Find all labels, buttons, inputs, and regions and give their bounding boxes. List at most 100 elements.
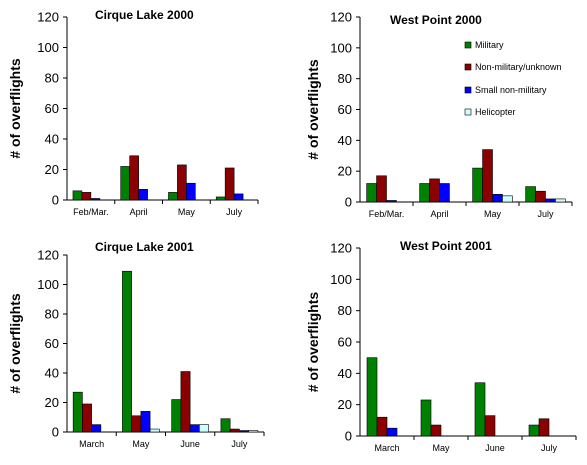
bar-small-non-military-march — [386, 427, 398, 437]
bar-military-may — [420, 399, 432, 437]
bar-non-military-unknown-feb-mar- — [81, 192, 92, 201]
x-tick-label: July — [231, 439, 248, 449]
bar-non-military-unknown-may — [482, 149, 493, 203]
y-tick-label: 40 — [45, 366, 59, 381]
bar-small-non-military-feb-mar- — [386, 200, 397, 203]
chart-panel-2: West Point 2000 # of overflights 0 20 40 60 80… — [305, 10, 573, 219]
bar-military-june — [171, 399, 182, 433]
bar-small-non-military-june — [189, 424, 200, 433]
bar-helicopter-july — [555, 198, 566, 203]
y-tick-label: 80 — [45, 307, 59, 322]
y-axis-label: # of overflights — [7, 58, 23, 159]
bar-non-military-unknown-june — [484, 415, 496, 437]
bar-small-non-military-feb-mar- — [90, 198, 101, 201]
y-tick-label: 0 — [345, 429, 352, 444]
bar-non-military-unknown-july — [538, 418, 550, 437]
bar-non-military-unknown-july — [535, 190, 546, 203]
x-tick-label: May — [484, 209, 502, 219]
y-tick-label: 100 — [37, 277, 59, 292]
y-tick-label: 80 — [45, 71, 59, 86]
bar-helicopter-may — [502, 195, 513, 203]
x-tick-label: May — [178, 207, 196, 217]
bar-military-feb-mar- — [366, 183, 377, 203]
x-tick-label: May — [132, 439, 150, 449]
y-tick-label: 20 — [45, 162, 59, 177]
bar-military-april — [120, 166, 130, 201]
bar-military-march — [366, 357, 378, 437]
bar-small-non-military-may — [492, 193, 503, 203]
y-tick-label: 60 — [45, 336, 59, 351]
bar-helicopter-july — [248, 430, 259, 433]
y-tick-label: 100 — [330, 272, 352, 287]
chart-title: Cirque Lake 2000 — [95, 8, 194, 22]
legend: Military Non-military/unknown Small non-mi… — [464, 40, 562, 117]
y-tick-label: 120 — [330, 241, 352, 256]
y-tick-label: 60 — [45, 101, 59, 116]
chart-panel-4: West Point 2001 # of overflights 0 20 40 60 80… — [305, 239, 577, 453]
x-tick-label: April — [130, 207, 148, 217]
x-tick-label: Feb/Mar. — [369, 209, 405, 219]
bar-military-july — [528, 424, 540, 437]
y-tick-label: 40 — [338, 366, 352, 381]
y-tick-label: 0 — [52, 193, 59, 208]
x-tick-label: June — [485, 443, 505, 453]
x-tick-label: Feb/Mar. — [73, 207, 109, 217]
y-tick-label: 60 — [338, 335, 352, 350]
bar-military-march — [72, 391, 83, 433]
y-tick-label: 40 — [338, 133, 352, 148]
y-tick-label: 100 — [37, 40, 59, 55]
chart-title: West Point 2000 — [390, 13, 482, 27]
bar-small-non-military-april — [439, 183, 450, 203]
y-tick-label: 60 — [338, 102, 352, 117]
y-tick-label: 100 — [330, 40, 352, 55]
y-tick-label: 20 — [338, 397, 352, 412]
x-tick-label: July — [541, 443, 558, 453]
bar-small-non-military-april — [138, 189, 148, 201]
bar-military-may — [122, 270, 132, 433]
x-tick-label: July — [537, 209, 554, 219]
bar-small-non-military-may — [186, 182, 196, 201]
bar-non-military-unknown-july — [224, 167, 235, 201]
legend-label: Helicopter — [475, 107, 516, 117]
bar-small-non-military-july — [239, 430, 249, 433]
y-tick-label: 0 — [52, 425, 59, 440]
bar-military-april — [419, 183, 430, 203]
y-axis-label: # of overflights — [305, 292, 321, 393]
legend-swatch-non-military-unknown — [464, 63, 472, 71]
y-tick-label: 80 — [338, 303, 352, 318]
y-tick-label: 20 — [45, 395, 59, 410]
x-tick-label: June — [180, 439, 200, 449]
chart-title: West Point 2001 — [400, 239, 492, 253]
bar-military-july — [525, 186, 536, 203]
bar-non-military-unknown-march — [82, 403, 92, 433]
legend-swatch-military — [464, 41, 472, 49]
bar-military-may — [168, 192, 178, 201]
y-axis-label: # of overflights — [7, 293, 23, 394]
bar-non-military-unknown-june — [180, 371, 191, 433]
bar-non-military-unknown-july — [229, 428, 240, 433]
y-tick-label: 120 — [37, 248, 59, 263]
x-tick-label: May — [432, 443, 450, 453]
bar-small-non-military-may — [140, 411, 151, 433]
legend-label: Military — [475, 40, 504, 50]
chart-title: Cirque Lake 2001 — [95, 240, 194, 254]
bar-military-june — [474, 382, 486, 437]
x-tick-label: March — [79, 439, 104, 449]
y-tick-label: 0 — [345, 195, 352, 210]
bar-military-feb-mar- — [72, 190, 83, 201]
y-tick-label: 120 — [37, 10, 59, 25]
chart-panel-1: Cirque Lake 2000 # of overflights 0 20 40 60 8… — [7, 8, 259, 217]
bar-non-military-unknown-april — [429, 178, 440, 203]
chart-panel-3: Cirque Lake 2001 # of overflights 0 20 40 60 8… — [7, 240, 265, 449]
y-tick-label: 20 — [338, 164, 352, 179]
y-tick-label: 120 — [330, 10, 352, 25]
bar-non-military-unknown-may — [430, 424, 442, 437]
legend-swatch-helicopter — [464, 108, 472, 116]
y-tick-label: 40 — [45, 132, 59, 147]
bar-non-military-unknown-may — [177, 164, 187, 201]
y-tick-label: 80 — [338, 71, 352, 86]
bar-non-military-unknown-feb-mar- — [376, 175, 387, 203]
bar-helicopter-june — [199, 424, 209, 433]
bar-small-non-military-july — [545, 198, 556, 203]
